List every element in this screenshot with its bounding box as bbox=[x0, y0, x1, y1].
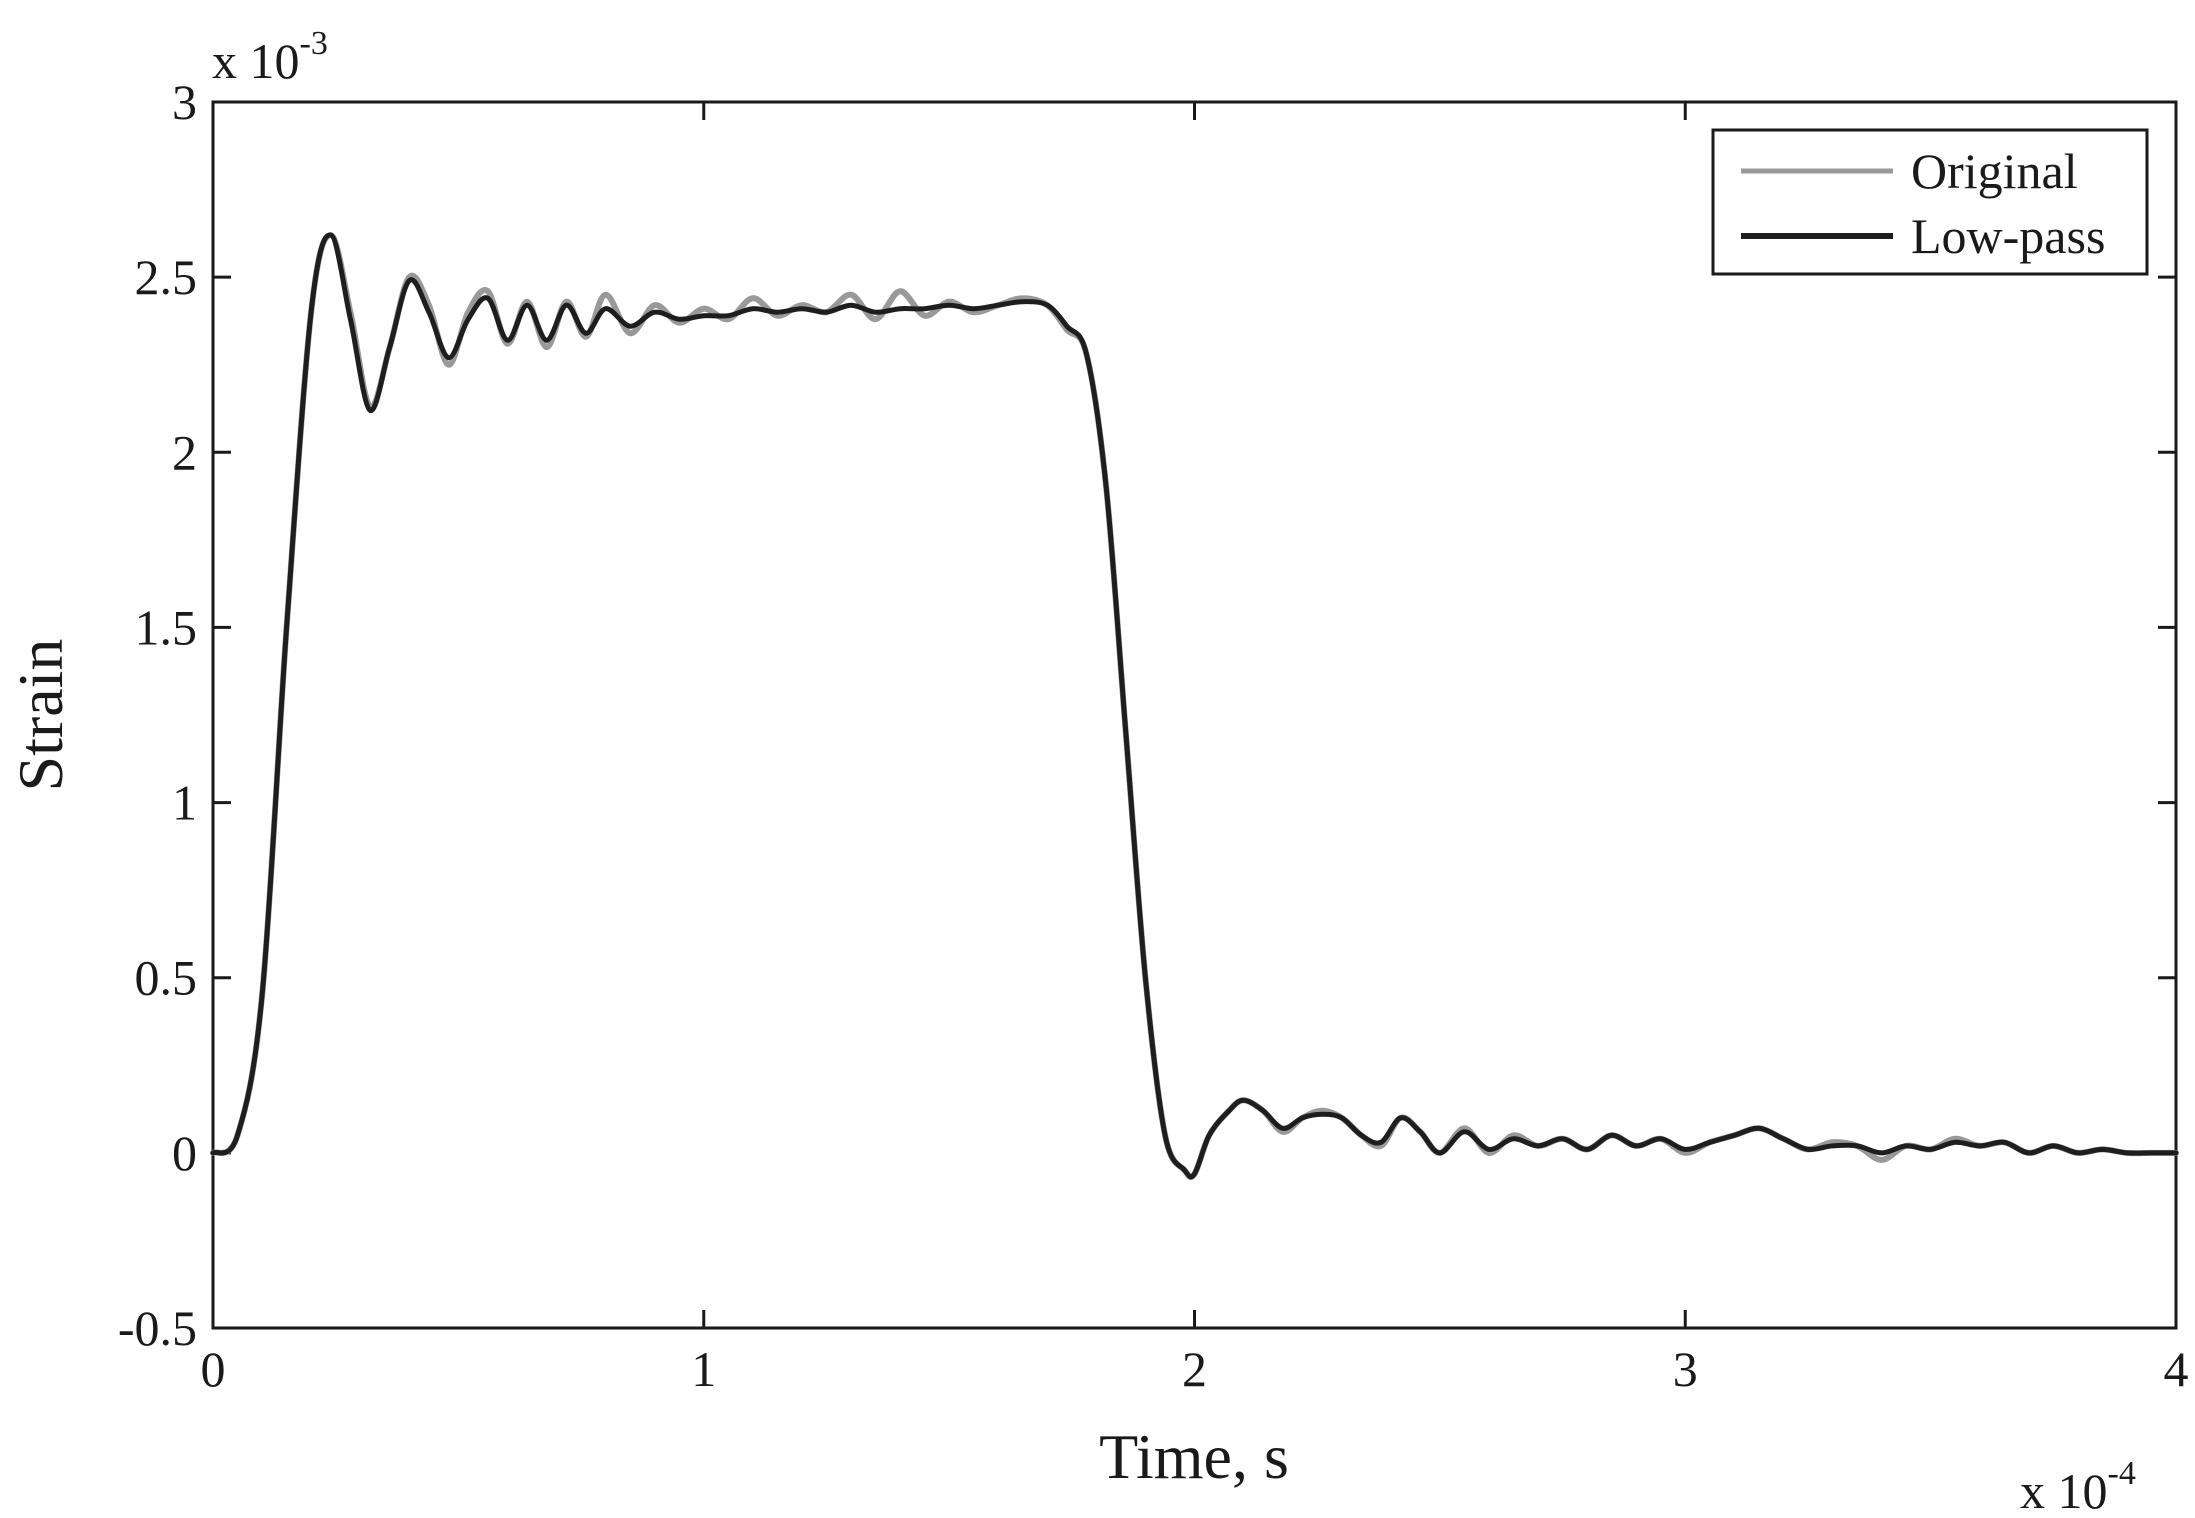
legend-box bbox=[1711, 128, 2149, 276]
y-tick-label: 2.5 bbox=[135, 249, 198, 305]
x-exponent-power: -4 bbox=[2108, 1455, 2136, 1492]
y-tick-label: 0 bbox=[172, 1125, 197, 1181]
plot-area bbox=[211, 100, 2178, 1330]
y-tick-label: 1.5 bbox=[135, 599, 198, 655]
y-exponent-base: x 10 bbox=[212, 33, 300, 89]
legend: Original Low-pass bbox=[1711, 128, 2149, 276]
y-exponent-label: x 10-3 bbox=[212, 25, 328, 89]
y-tick-label: 3 bbox=[172, 74, 197, 130]
x-axis-title: Time, s bbox=[1099, 1421, 1289, 1492]
y-tick-label: -0.5 bbox=[118, 1300, 197, 1356]
x-tick-label: 3 bbox=[1673, 1341, 1698, 1397]
x-exponent-base: x 10 bbox=[2020, 1463, 2108, 1518]
tick-marks bbox=[211, 100, 2178, 1330]
x-exponent-label: x 10-4 bbox=[2020, 1455, 2136, 1518]
series-layer bbox=[210, 232, 2179, 1180]
y-tick-label: 2 bbox=[172, 424, 197, 480]
y-tick-label: 1 bbox=[172, 775, 197, 831]
series-line-lowpass bbox=[210, 232, 2179, 1180]
x-tick-label: 1 bbox=[691, 1341, 716, 1397]
x-tick-label: 2 bbox=[1182, 1341, 1207, 1397]
x-tick-label: 4 bbox=[2164, 1341, 2189, 1397]
legend-label-original: Original bbox=[1911, 143, 2078, 199]
y-tick-label: 0.5 bbox=[135, 950, 198, 1006]
y-tick-labels: -0.5 0 0.5 1 1.5 2 2.5 3 bbox=[118, 74, 197, 1356]
x-tick-labels: 0 1 2 3 4 bbox=[201, 1341, 2189, 1397]
x-tick-label: 0 bbox=[201, 1341, 226, 1397]
y-exponent-power: -3 bbox=[300, 25, 328, 62]
y-axis-title: Strain bbox=[5, 639, 76, 792]
legend-label-lowpass: Low-pass bbox=[1911, 208, 2105, 264]
